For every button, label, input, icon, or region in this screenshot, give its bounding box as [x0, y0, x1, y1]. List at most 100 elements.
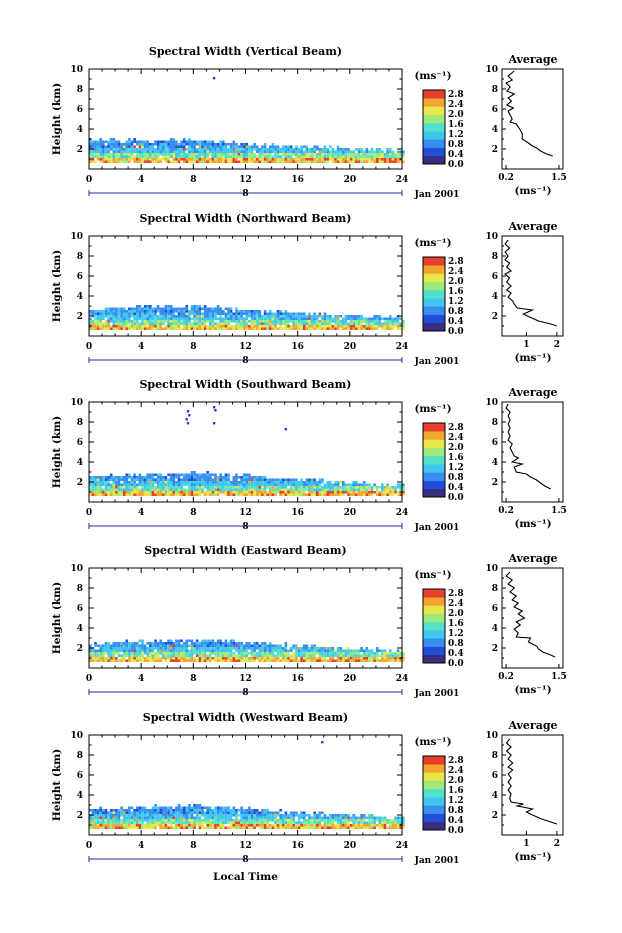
- heatmap-cell: [136, 151, 139, 154]
- heatmap-cell: [277, 310, 280, 313]
- heatmap-cell: [319, 489, 322, 492]
- heatmap-cell: [196, 491, 199, 494]
- heatmap-cell: [94, 141, 97, 144]
- heatmap-cell: [170, 822, 173, 825]
- heatmap-cell: [97, 827, 100, 830]
- heatmap-cell: [188, 484, 191, 487]
- heatmap-cell: [290, 657, 293, 660]
- heatmap-cell: [212, 328, 215, 331]
- heatmap-cell: [118, 491, 121, 494]
- heatmap-cell: [183, 156, 186, 159]
- heatmap-cell: [287, 824, 290, 827]
- heatmap-cell: [316, 814, 319, 817]
- heatmap-cell: [136, 657, 139, 660]
- heatmap-cell: [366, 161, 369, 164]
- y-tick-label: 4: [77, 624, 83, 634]
- heatmap-cell: [272, 315, 275, 318]
- heatmap-cell: [209, 148, 212, 151]
- heatmap-cell: [175, 822, 178, 825]
- heatmap-cell: [159, 151, 162, 154]
- heatmap-cell: [230, 143, 233, 146]
- panel-title: Spectral Width (Westward Beam): [143, 711, 348, 724]
- heatmap-cell: [133, 484, 136, 487]
- heatmap-cell: [92, 313, 95, 316]
- heatmap-cell: [219, 310, 222, 313]
- heatmap-cell: [295, 652, 298, 655]
- average-profile-line: [506, 572, 555, 657]
- heatmap-cell: [139, 153, 142, 156]
- heatmap-cell: [235, 143, 238, 146]
- average-x-tick-label: 2: [554, 340, 560, 350]
- heatmap-cell: [92, 822, 95, 825]
- heatmap-cell: [373, 657, 376, 660]
- heatmap-cell: [269, 484, 272, 487]
- heatmap-cell: [139, 647, 142, 650]
- heatmap-cell: [193, 161, 196, 164]
- heatmap-cell: [300, 328, 303, 331]
- heatmap-cell: [222, 824, 225, 827]
- heatmap-cell: [99, 807, 102, 810]
- heatmap-cell: [326, 153, 329, 156]
- heatmap-cell: [102, 817, 105, 820]
- heatmap-cell: [386, 153, 389, 156]
- heatmap-cell: [246, 824, 249, 827]
- heatmap-cell: [209, 481, 212, 484]
- heatmap-cell: [128, 484, 131, 487]
- colorbar-band: [423, 131, 445, 140]
- heatmap-cell: [97, 660, 100, 663]
- heatmap-cell: [337, 328, 340, 331]
- heatmap-cell: [339, 650, 342, 653]
- heatmap-cell: [279, 486, 282, 489]
- heatmap-cell: [311, 148, 314, 151]
- heatmap-cell: [170, 325, 173, 328]
- heatmap-cell: [94, 146, 97, 149]
- heatmap-cell: [238, 489, 241, 492]
- heatmap-cell: [371, 827, 374, 830]
- heatmap-cell: [157, 153, 160, 156]
- heatmap-cell: [316, 657, 319, 660]
- heatmap-cell: [173, 647, 176, 650]
- heatmap-cell: [272, 814, 275, 817]
- heatmap-cell: [376, 650, 379, 653]
- heatmap-cell: [193, 647, 196, 650]
- heatmap-cell: [376, 660, 379, 663]
- heatmap-cell: [201, 822, 204, 825]
- heatmap-cell: [139, 315, 142, 318]
- heatmap-cell: [253, 156, 256, 159]
- heatmap-cell: [233, 325, 236, 328]
- heatmap-cell: [342, 156, 345, 159]
- heatmap-cell: [261, 652, 264, 655]
- heatmap-cell: [113, 328, 116, 331]
- heatmap-cell: [240, 148, 243, 151]
- heatmap-cell: [115, 657, 118, 660]
- heatmap-cell: [376, 325, 379, 328]
- heatmap-cell: [183, 148, 186, 151]
- heatmap-cell: [282, 318, 285, 321]
- heatmap-cell: [321, 318, 324, 321]
- heatmap-cell: [178, 489, 181, 492]
- heatmap-cell: [292, 655, 295, 658]
- heatmap-cell: [204, 812, 207, 815]
- heatmap-cell: [243, 474, 246, 477]
- heatmap-cell: [384, 652, 387, 655]
- heatmap-cell: [386, 491, 389, 494]
- heatmap-cell: [152, 313, 155, 316]
- y-tick-label: 2: [77, 644, 83, 654]
- heatmap-cell: [389, 328, 392, 331]
- heatmap-cell: [339, 814, 342, 817]
- heatmap-cell: [233, 645, 236, 648]
- heatmap-cell: [243, 827, 246, 830]
- heatmap-cell: [303, 494, 306, 497]
- heatmap-cell: [144, 318, 147, 321]
- heatmap-cell: [175, 315, 178, 318]
- heatmap-cell: [321, 156, 324, 159]
- heatmap-cell: [319, 657, 322, 660]
- heatmap-cell: [217, 640, 220, 643]
- heatmap-cell: [292, 817, 295, 820]
- heatmap-cell: [240, 325, 243, 328]
- heatmap-cell: [209, 318, 212, 321]
- heatmap-cell: [99, 660, 102, 663]
- heatmap-cell: [368, 824, 371, 827]
- heatmap-cell: [152, 817, 155, 820]
- heatmap-cell: [157, 642, 160, 645]
